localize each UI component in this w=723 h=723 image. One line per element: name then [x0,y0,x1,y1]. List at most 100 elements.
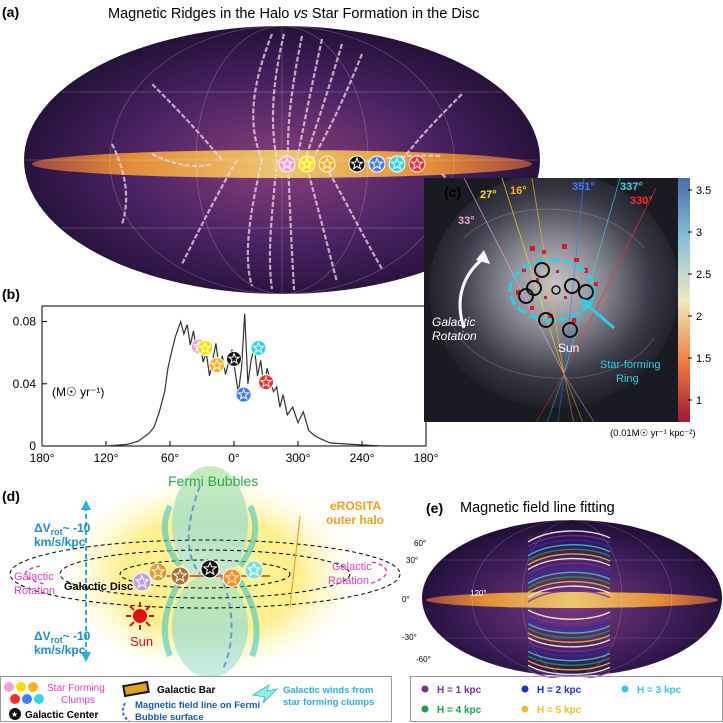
fermi-bubble-south [172,574,248,676]
legend-h-item: H = 1 kpc [421,685,482,696]
x-tick-label: 240° [350,451,375,465]
rotation-left-l2: Rotation [14,585,55,597]
fit-line-north [527,571,611,584]
sightline-angle-label: 33° [458,215,475,227]
panel-c-label: (c) [444,184,462,200]
fit-line-south [527,646,611,657]
colorbar-tick: 3.5 [696,185,711,197]
y-tick-label: 0.04 [13,377,37,391]
fit-line-north [527,585,611,598]
panel-b-label: (b) [2,286,20,302]
fit-line-south [527,636,611,648]
clump-marker [388,155,406,173]
svg-text:H = 3 kpc: H = 3 kpc [637,685,682,696]
chart-marker [258,374,274,391]
legend-star-forming-l2: Clumps [61,695,95,706]
lat-tick-30: 30° [406,556,418,565]
field-line-icon [121,702,130,722]
clump-marker [348,155,366,173]
fit-line-north [527,562,611,575]
rotation-left-l1: Galactic [14,571,54,583]
sightline-angle-label: 330° [630,195,653,207]
legend-right: H = 1 kpc H = 2 kpc H = 3 kpc H = 4 kpc H = … [410,676,723,722]
fit-line-north [527,544,611,557]
clump-marker [318,155,336,173]
sightline-angle-label: 351° [572,181,595,193]
fit-line-north [527,539,611,552]
fit-line-north [527,548,611,561]
x-tick-label: 120° [94,451,119,465]
x-tick-label: 180° [414,451,439,465]
panel-e-label: (e) [426,500,444,516]
fit-line-north [527,576,611,589]
legend-star-forming-l1: Star Forming [47,683,105,694]
dv-top: ΔVrot~ -10 [34,521,91,537]
galactic-rotation-l2: Rotation [432,329,477,343]
panel-b-chart: 0 0.04 0.08 180° 120° 60° 0° 300° 240° 180° (M☉ … [13,305,439,465]
chart-ylabel: (M☉ yr⁻¹) [52,385,104,399]
fit-line-south [527,623,611,634]
clump-circles [518,262,594,338]
fit-line-north [527,567,611,580]
lat-tick-m60: -60° [416,655,431,664]
ring-arrow [585,302,615,330]
svg-text:H = 5 kpc: H = 5 kpc [537,705,582,716]
schematic-clump [148,562,168,582]
legend-galactic-center: Galactic Center [25,710,98,721]
galactic-disc-label: Galactic Disc [64,581,133,593]
svg-text:★: ★ [11,710,18,719]
sfr-line [42,313,426,447]
legend-h-item: H = 4 kpc [421,705,482,716]
schematic-clump [132,572,152,592]
dv-bot-l2: km/s/kpc [34,643,86,657]
colorbar [678,178,690,422]
legend-galactic-bar: Galactic Bar [157,685,215,696]
lat-tick-60: 60° [414,539,426,548]
colorbar-tick: 1 [696,395,702,407]
y-tick-label: 0 [29,439,36,453]
y-tick-label: 0.08 [13,315,37,329]
lon-tick-120: 120° [470,589,487,598]
legend-mag-field-l2: Bubble surface [135,712,204,723]
galactic-winds [161,504,260,658]
fit-line-south [527,650,611,662]
colorbar-tick: 1.5 [696,353,711,365]
sightline-angle-label: 27° [480,189,497,201]
dv-bot: ΔVrot~ -10 [34,629,91,645]
chart-marker [197,340,214,356]
fit-line-south [527,618,611,630]
fit-line-south [527,664,611,676]
legend-h-item: H = 3 kpc [621,685,682,696]
galactic-rotation-l1: Galactic [432,315,475,329]
sightline-angle-label: 337° [620,181,643,193]
fit-line-south [527,655,611,666]
galactic-center-icon [9,708,21,720]
svg-text:H = 4 kpc: H = 4 kpc [437,705,482,716]
fit-line-north [527,534,611,548]
fit-line-south [527,641,611,653]
panel-d-schematic: Sun Fermi Bubbles eROSITA outer halo ΔVr… [9,466,401,676]
fit-line-south [527,669,611,678]
erosita-l2: outer halo [326,513,384,527]
schematic-clump [200,559,220,579]
colorbar-tick: 2.5 [696,269,711,281]
dv-top-l2: km/s/kpc [34,535,86,549]
legend-h-item: H = 2 kpc [521,685,582,696]
erosita-l1: eROSITA [330,499,381,513]
sun-icon-d [126,602,154,630]
x-tick-label: 0° [228,451,240,465]
chart-frame [41,305,427,447]
galactic-center-marker [551,285,561,295]
colorbar-unit: (0.01M☉ yr⁻¹ kpc⁻²) [610,428,696,439]
star-forming-clumps-a [278,155,426,173]
sun-label-d: Sun [130,634,153,649]
fit-line-north [527,590,611,603]
legend-winds-l1: Galactic winds from [283,685,373,696]
star-forming-ring-l1: Star-forming [600,359,661,371]
legend-mag-field-l1: Magnetic field line on Fermi [135,700,260,711]
legend-winds-l2: star forming clumps [283,697,374,708]
fit-line-north [527,553,611,566]
fit-line-south [527,609,611,620]
fit-line-north [527,530,611,543]
fit-line-south [527,627,611,639]
